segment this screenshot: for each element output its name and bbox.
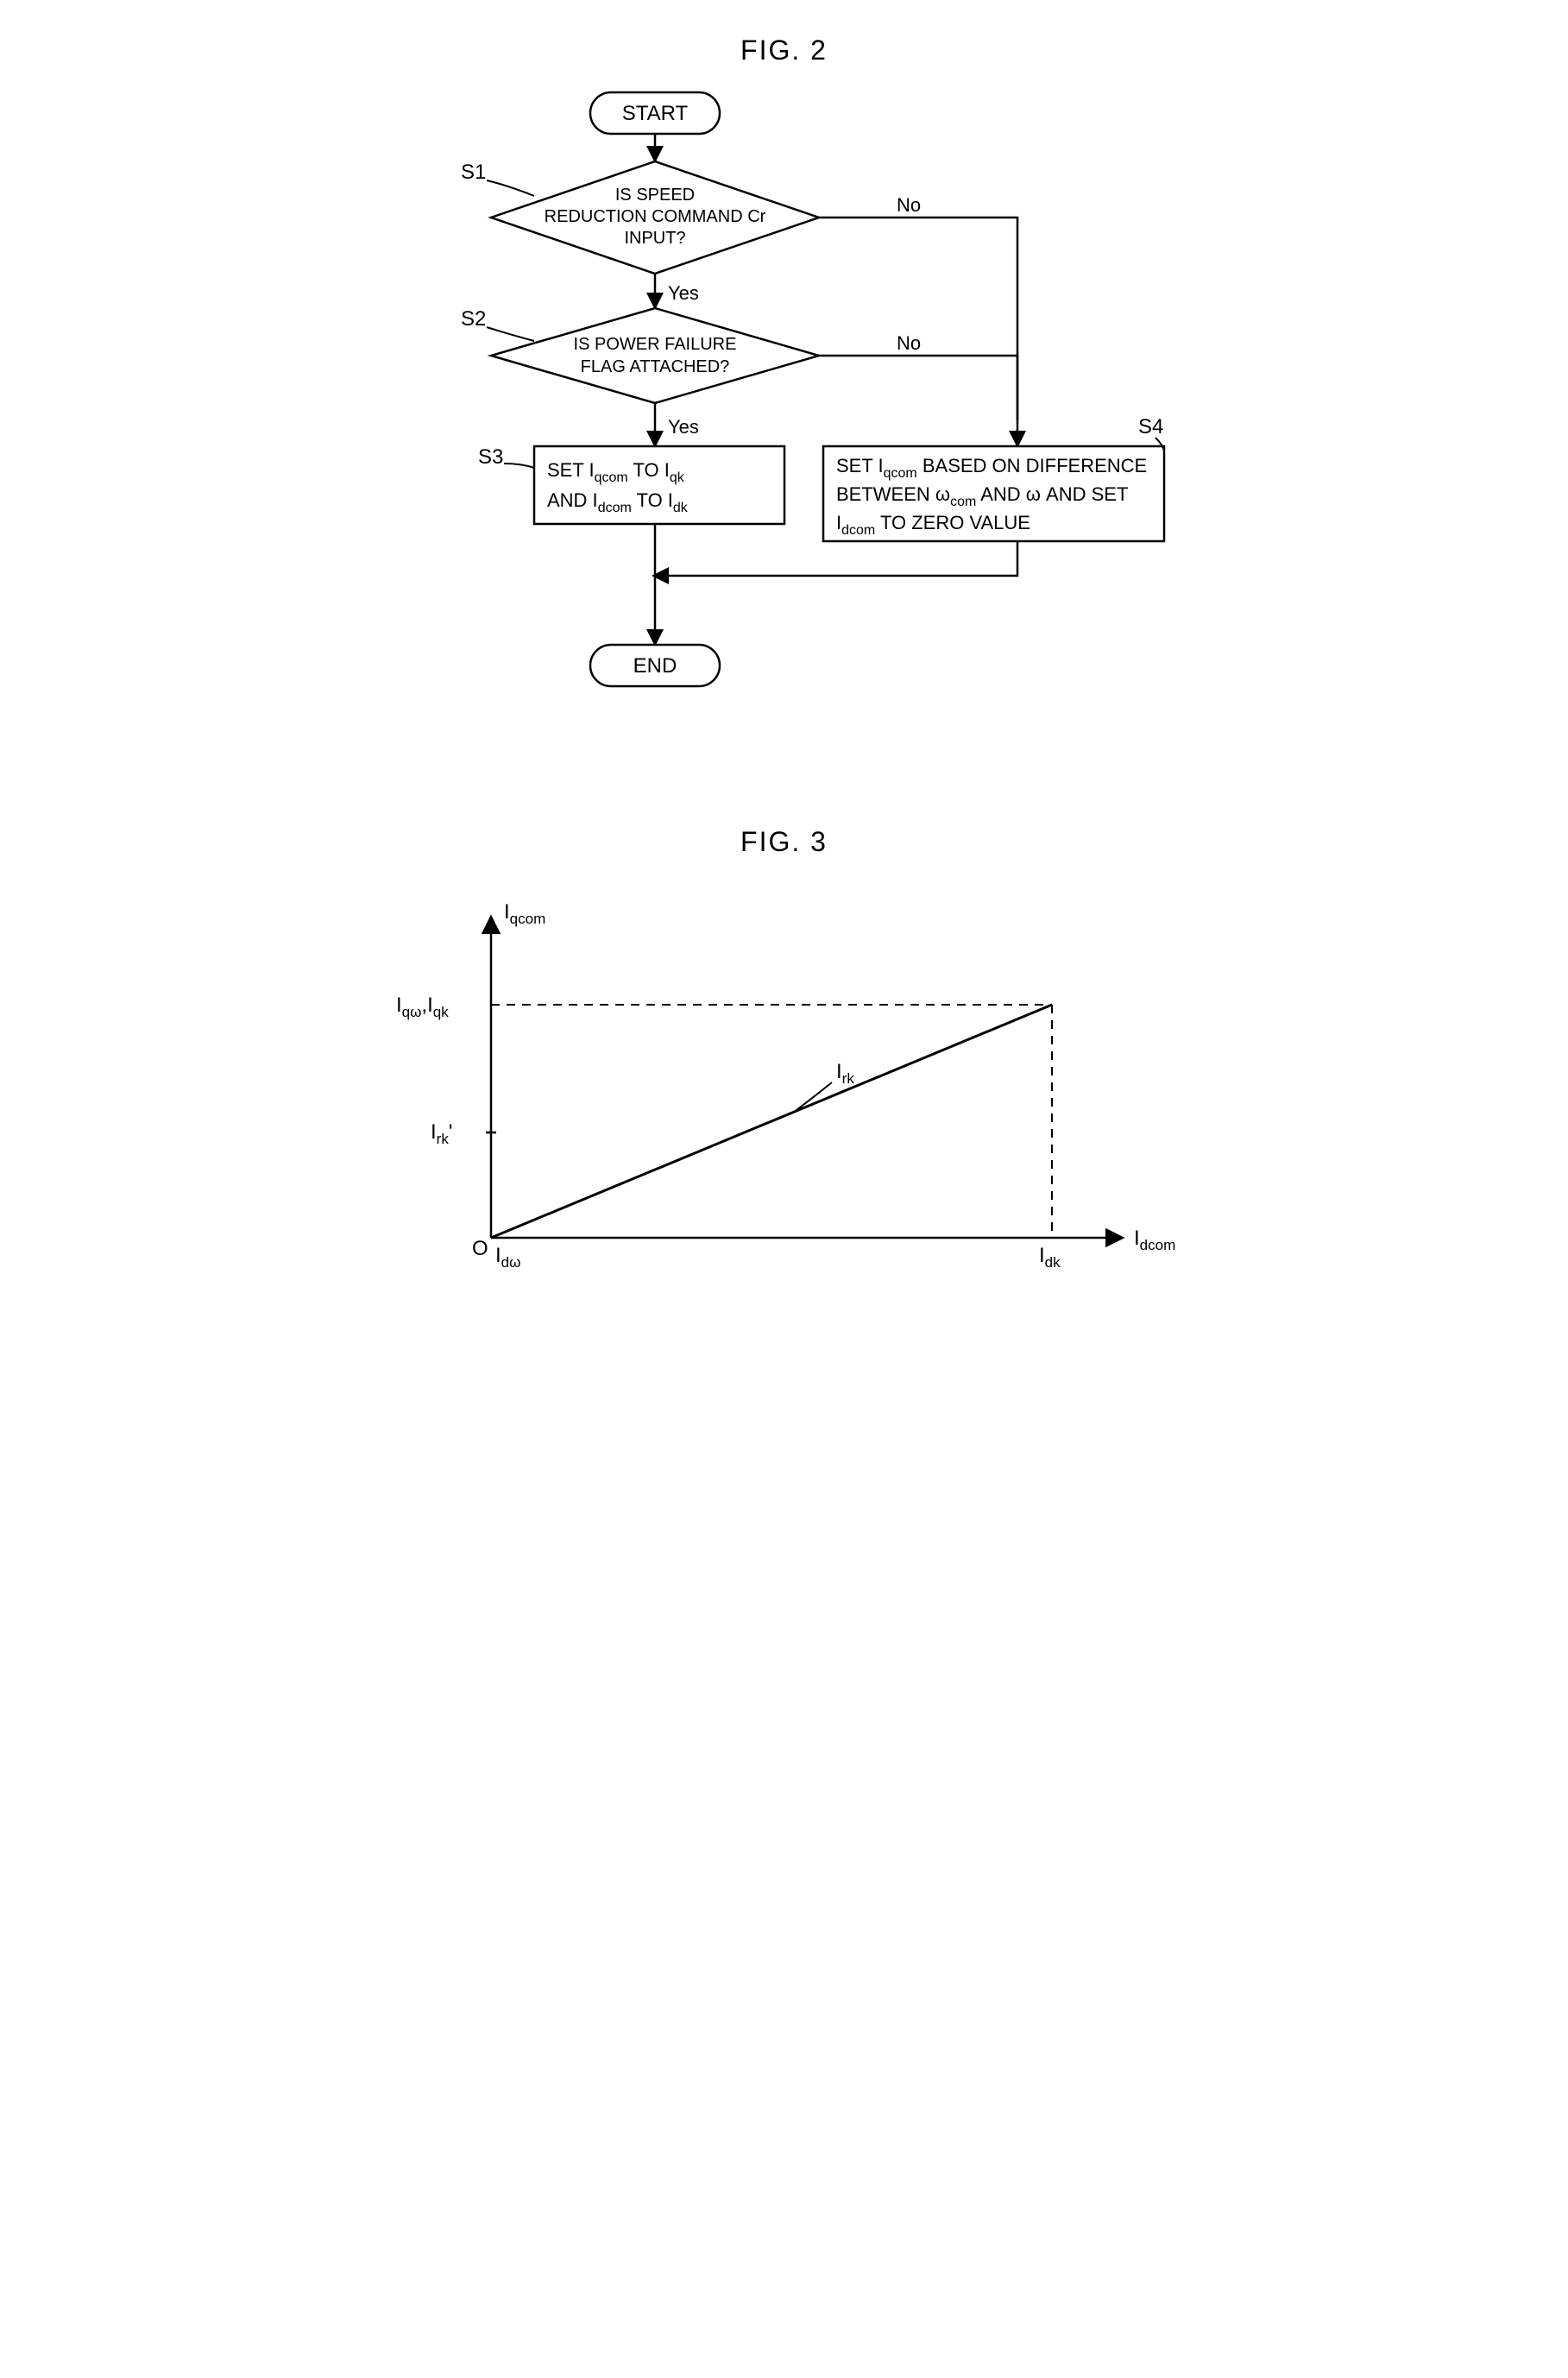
s2-decision: IS POWER FAILURE FLAG ATTACHED? xyxy=(491,308,819,403)
s3-tag: S3 xyxy=(478,445,503,469)
x-axis-label: Idcom xyxy=(1134,1227,1175,1253)
x-tick2: Idk xyxy=(1039,1244,1061,1271)
s1-decision: IS SPEED REDUCTION COMMAND Cr INPUT? xyxy=(491,161,819,274)
arrow-s4-merge xyxy=(655,541,1017,576)
end-node: END xyxy=(590,645,720,686)
fig3-graph: Iqcom Idcom Iqω,Iqk Irk' O Idω Idk Irk xyxy=(370,875,1199,1307)
s3-leader xyxy=(504,464,534,468)
s3-process: SET Iqcom TO Iqk AND Idcom TO Idk xyxy=(534,446,784,524)
origin-label: O xyxy=(472,1237,488,1260)
s1-leader xyxy=(487,180,534,196)
s2-line1: IS POWER FAILURE xyxy=(573,335,736,354)
irk-line xyxy=(491,1005,1052,1238)
fig3-title: FIG. 3 xyxy=(740,826,828,858)
s2-no-label: No xyxy=(897,332,921,354)
arrow-s1-no xyxy=(819,218,1017,420)
s1-no-label: No xyxy=(897,194,921,216)
start-node: START xyxy=(590,92,720,134)
y-axis-label: Iqcom xyxy=(504,900,545,927)
y-tick1: Iqω,Iqk xyxy=(396,993,449,1020)
s4-process: SET Iqcom BASED ON DIFFERENCE BETWEEN ωc… xyxy=(823,446,1164,541)
arrow-s2-no xyxy=(819,356,1017,445)
y-tick2: Irk' xyxy=(431,1120,452,1147)
s2-leader xyxy=(487,327,534,341)
s2-yes-label: Yes xyxy=(668,416,699,438)
s2-tag: S2 xyxy=(461,307,486,331)
end-label: END xyxy=(633,654,677,678)
s1-line3: INPUT? xyxy=(624,229,685,248)
start-label: START xyxy=(621,102,688,125)
fig2-flowchart: START IS SPEED REDUCTION COMMAND Cr INPU… xyxy=(396,84,1173,757)
fig2-title: FIG. 2 xyxy=(740,35,828,66)
s1-tag: S1 xyxy=(461,161,486,184)
s2-line2: FLAG ATTACHED? xyxy=(580,357,729,376)
s1-line1: IS SPEED xyxy=(614,186,694,205)
s4-tag: S4 xyxy=(1138,415,1163,438)
irk-label: Irk xyxy=(836,1060,854,1087)
s1-line2: REDUCTION COMMAND Cr xyxy=(544,207,765,226)
s1-yes-label: Yes xyxy=(668,282,699,304)
x-tick1: Idω xyxy=(495,1244,520,1271)
